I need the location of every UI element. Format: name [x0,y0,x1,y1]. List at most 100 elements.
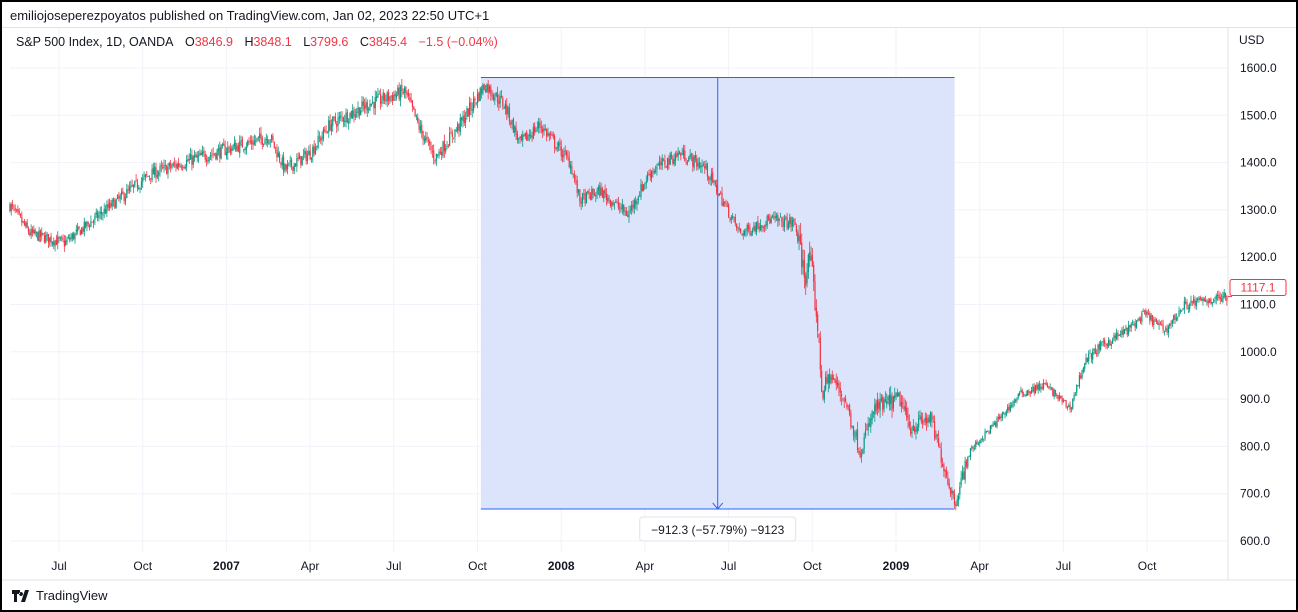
candle-body [257,136,259,138]
candle-body [860,454,863,458]
candle-body [665,166,667,168]
candle-body [336,123,338,127]
candle-body [1121,330,1123,335]
candle-body [211,154,213,156]
price-tick-label: 1500.0 [1240,108,1277,122]
candle-body [340,115,342,117]
candle-body [312,146,314,158]
candle-body [1080,375,1082,379]
candle-body [789,217,791,224]
candle-body [790,216,792,228]
candle-body [282,156,285,172]
candle-body [183,167,185,168]
candle-body [1061,397,1063,403]
candle-body [637,197,639,201]
candle-body [140,181,143,187]
candle-body [185,160,188,167]
candle-body [836,382,839,386]
candle-body [770,217,772,223]
candle-body [931,413,933,421]
candle-body [1169,323,1171,327]
candle-body [216,150,218,160]
candle-body [1048,386,1050,388]
candle-body [899,391,901,407]
candle-body [894,395,896,399]
candle-body [656,166,658,170]
candle-body [182,167,184,169]
candle-body [479,87,481,101]
candle-body [833,378,835,380]
candle-body [900,401,902,407]
candle-body [956,499,958,506]
candle-body [1096,353,1098,355]
candle-body [1025,394,1027,397]
candle-body [65,240,67,246]
candle-body [415,115,418,117]
candle-body [278,153,281,162]
candle-body [708,176,710,180]
time-tick-label: Jul [1056,559,1071,573]
candle-body [1150,315,1152,320]
candle-body [629,210,631,211]
candle-body [1220,298,1223,302]
candle-body [300,156,302,165]
candle-body [1016,398,1018,401]
candle-body [178,163,180,167]
candle-body [58,237,60,239]
candle-body [197,155,200,157]
candle-body [155,167,157,179]
candle-body [1167,326,1170,333]
candle-body [83,221,85,232]
candle-body [972,446,974,449]
candle-body [732,216,734,218]
candle-body [35,231,38,233]
candle-body [134,181,136,187]
candle-body [378,93,380,95]
candle-body [593,193,596,196]
candle-body [403,88,406,93]
candle-body [926,417,928,424]
candle-body [1012,401,1014,407]
candle-body [581,193,584,204]
candle-body [269,140,271,142]
candle-body [90,221,92,227]
candle-body [779,216,782,218]
candle-body [1143,310,1146,312]
candle-body [146,174,148,176]
candle-body [710,173,712,180]
candle-body [305,151,307,162]
candle-body [785,217,787,219]
candle-body [995,422,997,427]
candle-body [96,212,99,219]
candle-body [1117,332,1119,337]
candle-body [364,105,366,109]
candle-body [1049,387,1051,389]
candle-body [360,110,362,116]
candle-body [280,162,282,165]
time-tick-label: Oct [803,559,822,573]
candle-body [579,189,581,202]
tradingview-logo[interactable]: TradingView [12,588,108,603]
candle-body [316,146,318,147]
candle-body [742,233,744,236]
time-tick-label: Oct [1138,559,1157,573]
candle-body [292,166,294,171]
candle-body [864,430,867,437]
candle-body [1226,296,1228,302]
candle-body [940,448,942,463]
candle-body [352,110,354,119]
candle-body [362,101,364,106]
candle-body [847,405,849,407]
candle-body [607,197,609,202]
candle-body [201,151,204,155]
candle-body [959,486,961,495]
candle-body [977,444,980,445]
candle-body [749,227,751,234]
candle-body [928,416,930,423]
candle-body [1065,400,1067,408]
candle-body [1212,300,1215,302]
candle-body [1185,301,1187,304]
candle-body [601,188,604,198]
candle-body [844,398,847,403]
